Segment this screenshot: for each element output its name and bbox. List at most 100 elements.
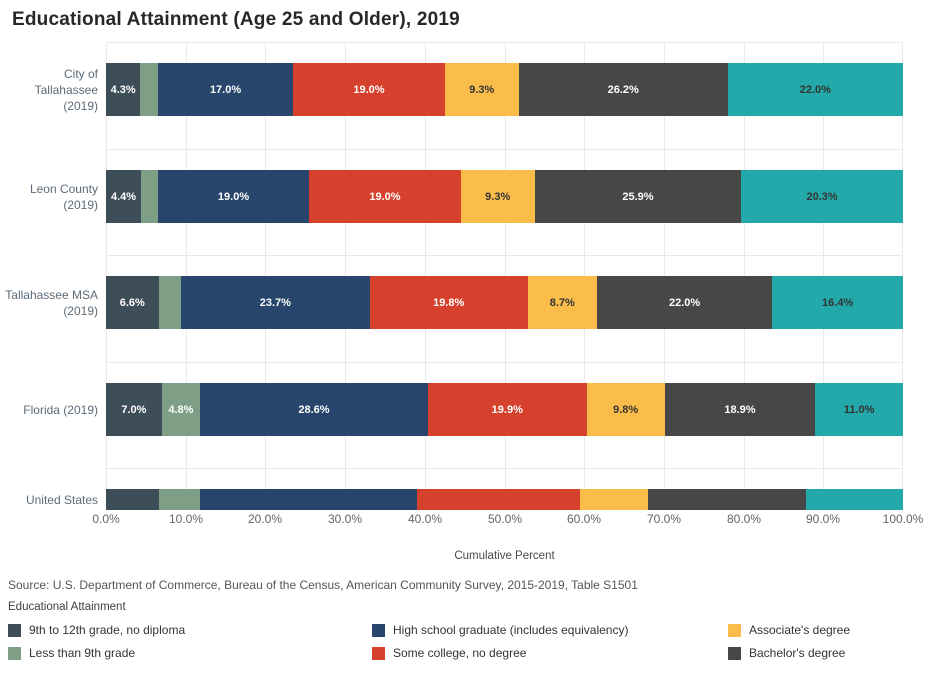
legend-item[interactable]: Less than 9th grade bbox=[8, 645, 135, 661]
bar-row: 4.4% 19.0% 19.0% 9.3% 25.9% 20.3% bbox=[106, 170, 903, 223]
data-label: 4.3% bbox=[110, 83, 136, 96]
bar-segment[interactable]: 26.2% bbox=[518, 63, 728, 116]
data-label: 7.0% bbox=[121, 403, 147, 416]
data-label: 8.7% bbox=[549, 296, 575, 309]
row-label-line: Leon County bbox=[29, 181, 98, 196]
x-axis-title: Cumulative Percent bbox=[454, 550, 555, 562]
bar-segment[interactable]: 20.3% bbox=[741, 170, 903, 223]
bar-segment[interactable]: 19.8% bbox=[369, 276, 528, 329]
data-label: 9.3% bbox=[469, 83, 495, 96]
row-label: Leon County (2019) bbox=[0, 170, 98, 223]
x-tick-label: 100.0% bbox=[882, 512, 924, 526]
x-tick-label: 20.0% bbox=[247, 512, 283, 526]
data-label: 9.3% bbox=[485, 190, 511, 203]
legend-title: Educational Attainment bbox=[8, 601, 126, 613]
band-separator bbox=[106, 362, 903, 363]
bar-segment[interactable]: 22.0% bbox=[596, 276, 773, 329]
bar-segment[interactable] bbox=[200, 489, 417, 510]
x-tick-label: 60.0% bbox=[566, 512, 602, 526]
bar-segment[interactable]: 7.0% bbox=[106, 383, 162, 436]
bar-segment[interactable] bbox=[106, 489, 160, 510]
legend-item[interactable]: Associate's degree bbox=[728, 622, 850, 638]
bar-segment[interactable]: 8.7% bbox=[527, 276, 597, 329]
band-separator bbox=[106, 468, 903, 469]
x-tick-label: 90.0% bbox=[805, 512, 841, 526]
bar-segment[interactable]: 18.9% bbox=[664, 383, 816, 436]
y-axis-row-labels: City of Tallahassee (2019) Leon County (201… bbox=[0, 42, 100, 512]
row-label-line: (2019) bbox=[63, 197, 98, 212]
bar-segment[interactable] bbox=[158, 276, 181, 329]
source-note: Source: U.S. Department of Commerce, Bur… bbox=[8, 578, 638, 592]
data-label: 19.0% bbox=[353, 83, 385, 96]
data-label: 28.6% bbox=[298, 403, 330, 416]
row-label-line: Tallahassee MSA bbox=[5, 287, 98, 302]
data-label: 19.0% bbox=[217, 190, 250, 203]
bar-segment[interactable]: 9.8% bbox=[586, 383, 665, 436]
chart-title: Educational Attainment (Age 25 and Older… bbox=[12, 9, 460, 30]
bar-segment[interactable]: 17.0% bbox=[157, 63, 294, 116]
x-axis: 0.0% 10.0% 20.0% 30.0% 40.0% 50.0% 60.0% 70.0% 8… bbox=[0, 512, 943, 530]
bar-segment[interactable] bbox=[416, 489, 581, 510]
bar-segment[interactable]: 19.9% bbox=[427, 383, 587, 436]
legend-item[interactable]: High school graduate (includes equivalen… bbox=[372, 622, 628, 638]
row-label: United States bbox=[0, 489, 98, 511]
x-tick-label: 30.0% bbox=[327, 512, 363, 526]
data-label: 19.8% bbox=[433, 296, 465, 309]
data-label: 4.8% bbox=[168, 403, 194, 416]
plot-area: 4.3% 17.0% 19.0% 9.3% 26.2% 22.0% 4.4% 19.0% 19.… bbox=[106, 42, 903, 510]
bar-segment[interactable]: 19.0% bbox=[309, 170, 461, 223]
row-label-line: (2019) bbox=[63, 98, 98, 113]
legend-item[interactable]: Some college, no degree bbox=[372, 645, 526, 661]
bar-segment[interactable]: 28.6% bbox=[200, 383, 428, 436]
row-label-line: City of Tallahassee bbox=[34, 66, 98, 97]
bar-segment[interactable]: 16.4% bbox=[772, 276, 903, 329]
bar-segment[interactable]: 19.0% bbox=[157, 170, 310, 223]
data-label: 18.9% bbox=[724, 403, 756, 416]
legend-swatch-icon bbox=[372, 623, 385, 637]
row-label-line: United States bbox=[25, 493, 98, 507]
data-label: 26.2% bbox=[607, 83, 639, 96]
legend-item-label: Less than 9th grade bbox=[29, 646, 136, 660]
bar-segment[interactable]: 9.3% bbox=[444, 63, 519, 116]
legend-swatch-icon bbox=[8, 623, 21, 637]
bar-segment[interactable]: 9.3% bbox=[460, 170, 535, 223]
bar-segment[interactable] bbox=[159, 489, 201, 510]
row-label-line: (2019) bbox=[63, 303, 98, 318]
data-label: 25.9% bbox=[622, 190, 654, 203]
legend-swatch-icon bbox=[728, 646, 741, 660]
bar-segment[interactable] bbox=[647, 489, 806, 510]
bar-segment[interactable] bbox=[141, 170, 158, 223]
bar-segment[interactable]: 23.7% bbox=[180, 276, 370, 329]
bar-segment[interactable] bbox=[805, 489, 903, 510]
bar-segment[interactable]: 19.0% bbox=[293, 63, 445, 116]
data-label: 11.0% bbox=[843, 403, 875, 416]
legend-swatch-icon bbox=[372, 646, 385, 660]
bar-segment[interactable]: 6.6% bbox=[106, 276, 159, 329]
data-label: 19.0% bbox=[369, 190, 401, 203]
bar-segment[interactable] bbox=[140, 63, 158, 116]
bar-segment[interactable]: 4.3% bbox=[106, 63, 141, 116]
legend-item-label: Bachelor's degree bbox=[749, 646, 846, 660]
bar-segment[interactable]: 4.8% bbox=[161, 383, 201, 436]
data-label: 6.6% bbox=[119, 296, 145, 309]
band-separator bbox=[106, 42, 903, 43]
data-label: 23.7% bbox=[259, 296, 291, 309]
row-label: City of Tallahassee (2019) bbox=[0, 63, 98, 116]
bar-segment[interactable] bbox=[580, 489, 648, 510]
legend-swatch-icon bbox=[8, 646, 21, 660]
x-tick-label: 80.0% bbox=[726, 512, 762, 526]
bar-segment[interactable]: 11.0% bbox=[815, 383, 903, 436]
bar-segment[interactable]: 4.4% bbox=[106, 170, 142, 223]
data-label: 22.0% bbox=[799, 83, 831, 96]
legend-item[interactable]: 9th to 12th grade, no diploma bbox=[8, 622, 185, 638]
bar-segment[interactable]: 22.0% bbox=[727, 63, 903, 116]
x-tick-label: 0.0% bbox=[92, 512, 120, 526]
data-label: 22.0% bbox=[669, 296, 701, 309]
legend-item[interactable]: Bachelor's degree bbox=[728, 645, 845, 661]
data-label: 19.9% bbox=[491, 403, 523, 416]
band-separator bbox=[106, 255, 903, 256]
band-separator bbox=[106, 149, 903, 150]
bar-row: 4.3% 17.0% 19.0% 9.3% 26.2% 22.0% bbox=[106, 63, 903, 116]
bar-segment[interactable]: 25.9% bbox=[534, 170, 742, 223]
bar-row bbox=[106, 489, 903, 510]
